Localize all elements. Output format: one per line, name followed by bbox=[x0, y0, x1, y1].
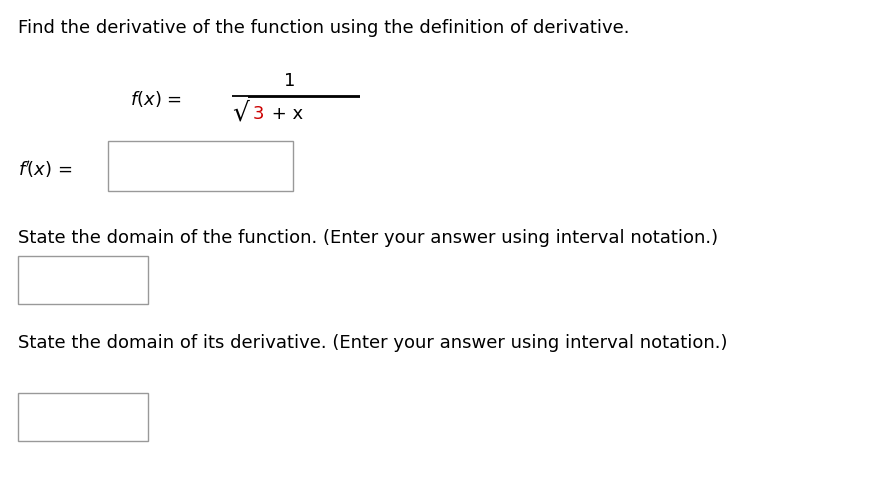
Text: √: √ bbox=[232, 101, 249, 127]
Bar bbox=[18, 256, 148, 304]
Text: 3: 3 bbox=[253, 105, 265, 123]
Text: + x: + x bbox=[266, 105, 303, 123]
Text: 1: 1 bbox=[285, 72, 295, 90]
Text: Find the derivative of the function using the definition of derivative.: Find the derivative of the function usin… bbox=[18, 19, 630, 37]
Bar bbox=[18, 393, 148, 441]
Text: State the domain of the function. (Enter your answer using interval notation.): State the domain of the function. (Enter… bbox=[18, 229, 718, 247]
Text: State the domain of its derivative. (Enter your answer using interval notation.): State the domain of its derivative. (Ent… bbox=[18, 334, 728, 352]
Bar bbox=[108, 141, 293, 191]
Text: $\mathit{f(x)}$ =: $\mathit{f(x)}$ = bbox=[130, 89, 182, 109]
Text: $\mathit{f'\!(x)}$ =: $\mathit{f'\!(x)}$ = bbox=[18, 159, 72, 180]
